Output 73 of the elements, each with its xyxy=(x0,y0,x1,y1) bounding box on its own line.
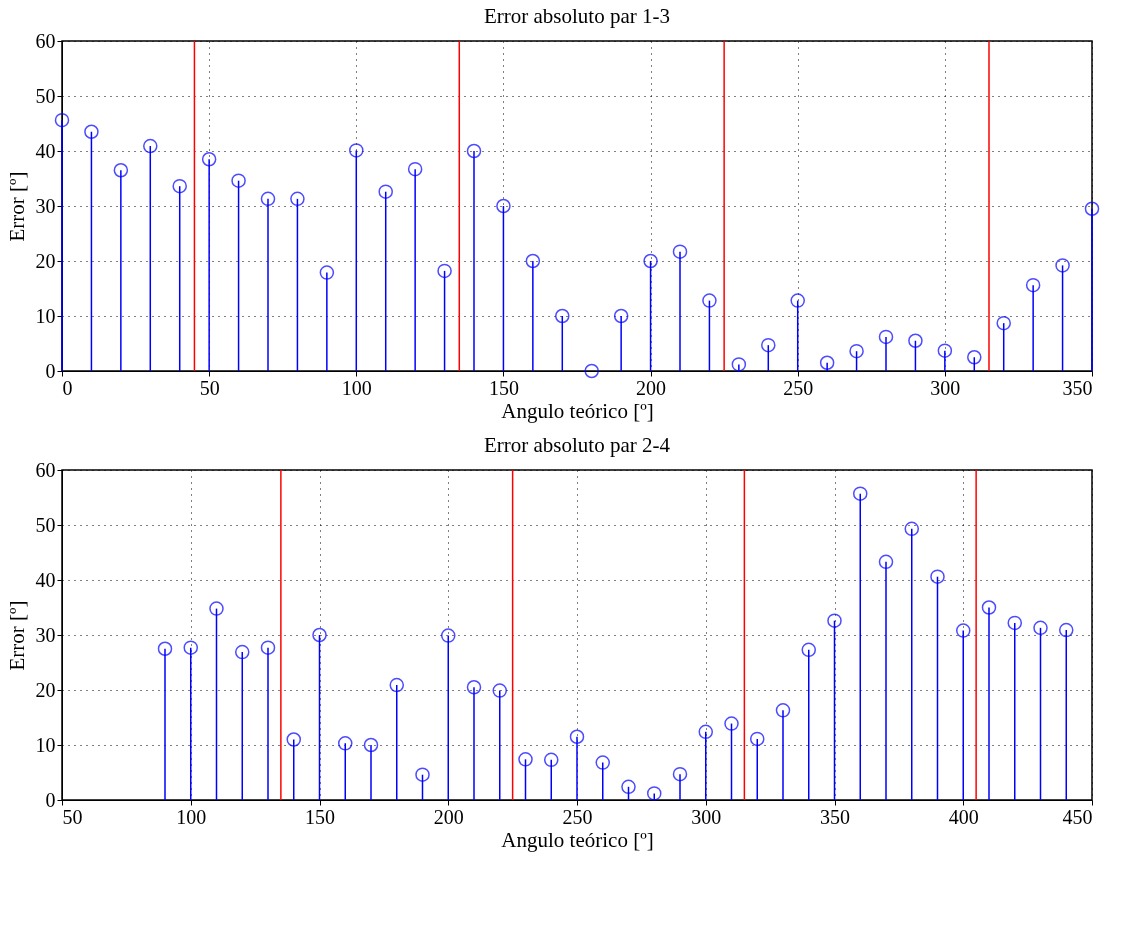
chart-title: Error absoluto par 2-4 xyxy=(483,433,671,457)
y-tick-label: 40 xyxy=(35,139,56,162)
point xyxy=(908,333,923,349)
point xyxy=(878,329,894,345)
chart-title: Error absoluto par 1-3 xyxy=(483,4,671,28)
point xyxy=(113,162,129,178)
x-tick-label: 100 xyxy=(176,805,207,828)
y-tick-label: 60 xyxy=(35,458,56,481)
x-tick-label: 300 xyxy=(930,376,961,399)
y-tick-label: 10 xyxy=(35,733,56,756)
point xyxy=(790,293,805,308)
x-axis-title: Angulo teórico [º] xyxy=(501,398,654,423)
point xyxy=(172,178,187,194)
point xyxy=(290,191,305,207)
x-tick-label: 150 xyxy=(488,376,519,399)
point xyxy=(319,265,335,280)
y-axis-title: Error [º] xyxy=(4,600,29,671)
point xyxy=(54,112,70,128)
y-tick-label: 30 xyxy=(35,623,56,646)
point xyxy=(1084,201,1100,217)
x-tick-label: 450 xyxy=(1062,805,1093,828)
x-tick-label: 350 xyxy=(820,805,850,828)
point xyxy=(525,253,541,269)
x-axis-title: Angulo teórico [º] xyxy=(501,827,654,852)
point xyxy=(937,343,953,358)
point xyxy=(349,143,364,158)
y-tick-label: 60 xyxy=(35,29,56,52)
x-tick-label: 250 xyxy=(562,805,593,828)
y-tick-label: 0 xyxy=(45,788,56,811)
point xyxy=(849,343,864,359)
x-tick-label: 400 xyxy=(948,805,979,828)
point xyxy=(1025,277,1041,293)
point xyxy=(702,293,717,308)
x-tick-label: 150 xyxy=(305,805,335,828)
point xyxy=(466,143,482,159)
point xyxy=(643,253,658,269)
y-tick-label: 20 xyxy=(35,249,56,272)
point xyxy=(496,198,511,214)
x-tick-label: 50 xyxy=(62,805,83,828)
x-tick-label: 100 xyxy=(341,376,372,399)
y-axis-title: Error [º] xyxy=(4,171,29,242)
point xyxy=(613,308,629,324)
point xyxy=(731,357,747,372)
x-tick-label: 350 xyxy=(1062,376,1093,399)
y-tick-label: 0 xyxy=(45,359,56,382)
y-tick-label: 30 xyxy=(35,194,56,217)
point xyxy=(378,184,393,199)
point xyxy=(407,161,423,177)
point xyxy=(555,308,570,324)
point xyxy=(437,263,452,279)
point xyxy=(996,315,1011,331)
point xyxy=(967,349,982,365)
point xyxy=(231,173,246,188)
y-tick-label: 50 xyxy=(35,84,56,107)
x-tick-label: 200 xyxy=(433,805,464,828)
y-tick-label: 10 xyxy=(35,304,56,327)
y-tick-label: 50 xyxy=(35,513,56,536)
x-tick-label: 300 xyxy=(691,805,722,828)
y-tick-label: 40 xyxy=(35,568,56,591)
point xyxy=(761,337,776,353)
point xyxy=(143,138,158,154)
x-tick-label: 50 xyxy=(199,376,220,399)
point xyxy=(1055,258,1070,273)
y-tick-label: 20 xyxy=(35,678,56,701)
point xyxy=(584,363,599,379)
point xyxy=(819,355,835,371)
x-tick-label: 200 xyxy=(636,376,667,399)
x-tick-label: 0 xyxy=(62,376,73,399)
x-tick-label: 250 xyxy=(783,376,814,399)
point xyxy=(672,244,688,259)
point xyxy=(201,151,217,167)
point xyxy=(84,124,99,140)
point xyxy=(260,191,276,207)
